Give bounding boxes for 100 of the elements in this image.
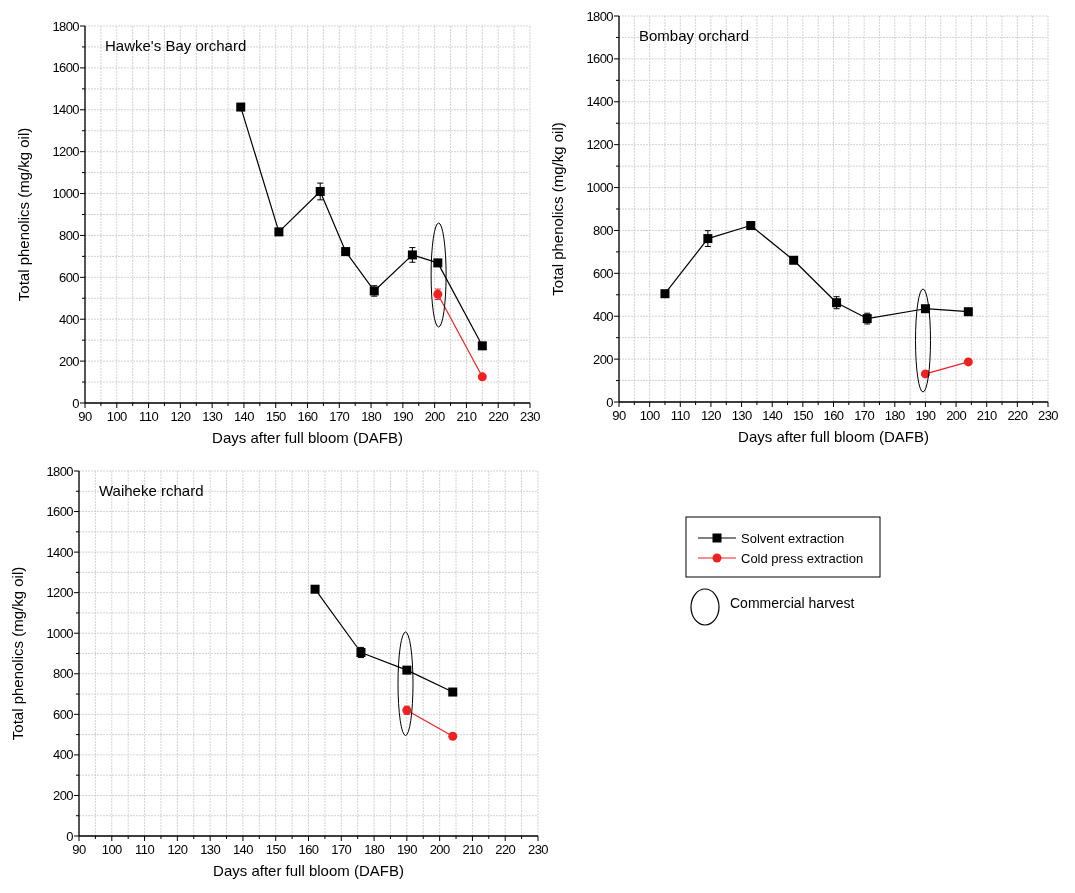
point xyxy=(477,341,487,351)
y-tick-label: 600 xyxy=(593,265,614,281)
point xyxy=(448,731,458,741)
x-tick-label: 140 xyxy=(232,842,254,857)
y-tick-label: 800 xyxy=(53,666,74,682)
x-tick-label: 150 xyxy=(265,842,287,857)
x-tick-label: 200 xyxy=(424,409,445,424)
y-tick-label: 1400 xyxy=(586,94,614,110)
x-tick-label: 210 xyxy=(462,842,483,857)
y-tick-label: 800 xyxy=(593,222,614,238)
y-tick-label: 1200 xyxy=(586,137,614,153)
y-tick-label: 0 xyxy=(72,395,80,411)
point xyxy=(477,372,487,382)
y-tick-label: 1400 xyxy=(52,102,80,118)
x-tick-label: 220 xyxy=(1007,408,1028,423)
x-axis-title: Days after full bloom (DAFB) xyxy=(738,428,929,445)
x-tick-label: 110 xyxy=(139,409,159,424)
y-tick-label: 600 xyxy=(59,269,80,285)
x-tick-label: 140 xyxy=(233,409,255,424)
y-tick-label: 1600 xyxy=(586,51,614,67)
x-tick-label: 180 xyxy=(361,409,382,424)
y-tick-label: 1000 xyxy=(586,180,614,196)
text: Hawke's Bay orchard xyxy=(105,37,247,54)
point xyxy=(402,665,412,675)
x-tick-label: 220 xyxy=(488,409,509,424)
point xyxy=(315,186,325,196)
x-axis-title: Days after full bloom (DAFB) xyxy=(213,862,404,879)
x-tick-label: 180 xyxy=(364,842,385,857)
y-tick-label: 400 xyxy=(593,308,614,324)
y-tick-label: 200 xyxy=(53,787,74,803)
x-tick-label: 190 xyxy=(915,408,936,423)
y-tick-label: 1000 xyxy=(46,625,74,641)
x-tick-label: 190 xyxy=(396,842,418,857)
x-tick-label: 110 xyxy=(670,408,691,423)
point xyxy=(963,357,973,367)
x-tick-label: 140 xyxy=(762,408,783,423)
x-tick-label: 160 xyxy=(823,408,844,423)
x-tick-label: 100 xyxy=(639,408,660,423)
point xyxy=(789,255,799,265)
text: Commercial harvest xyxy=(730,595,855,611)
point xyxy=(236,102,246,112)
y-tick-label: 1800 xyxy=(52,18,80,34)
x-tick-label: 150 xyxy=(792,408,814,423)
x-tick-label: 130 xyxy=(202,409,223,424)
x-tick-label: 200 xyxy=(946,408,967,423)
y-tick-label: 1200 xyxy=(46,585,74,601)
x-tick-label: 170 xyxy=(854,408,875,423)
y-tick-label: 1800 xyxy=(46,463,74,479)
y-axis-title: Total phenolics (mg/kg oil) xyxy=(9,566,26,741)
x-tick-label: 200 xyxy=(429,842,450,857)
point xyxy=(963,307,973,317)
x-tick-label: 160 xyxy=(298,842,319,857)
y-tick-label: 0 xyxy=(66,828,74,844)
point xyxy=(448,687,458,697)
point xyxy=(274,227,284,237)
x-tick-label: 230 xyxy=(528,842,549,857)
point xyxy=(746,221,756,231)
x-tick-label: 100 xyxy=(106,409,128,424)
point xyxy=(341,247,351,257)
y-tick-label: 1200 xyxy=(52,144,80,160)
text: Waiheke rchard xyxy=(99,482,204,499)
y-tick-label: 200 xyxy=(59,353,80,369)
y-tick-label: 1600 xyxy=(46,504,74,520)
x-tick-label: 160 xyxy=(297,409,318,424)
x-tick-label: 120 xyxy=(700,408,722,423)
x-tick-label: 190 xyxy=(392,409,414,424)
text: Bombay orchard xyxy=(639,27,750,44)
x-tick-label: 230 xyxy=(1038,408,1059,423)
x-tick-label: 210 xyxy=(976,408,998,423)
x-tick-label: 210 xyxy=(456,409,477,424)
y-tick-label: 400 xyxy=(53,747,74,763)
x-tick-label: 130 xyxy=(731,408,752,423)
x-tick-label: 150 xyxy=(265,409,287,424)
x-tick-label: 90 xyxy=(78,409,92,424)
legend-label: Solvent extraction xyxy=(741,531,845,546)
point xyxy=(703,234,713,244)
x-tick-label: 180 xyxy=(884,408,906,423)
x-tick-label: 220 xyxy=(495,842,516,857)
point xyxy=(433,258,443,268)
y-tick-label: 1600 xyxy=(52,60,80,76)
x-tick-label: 170 xyxy=(331,842,352,857)
y-axis-title: Total phenolics (mg/kg oil) xyxy=(549,122,566,296)
x-tick-label: 120 xyxy=(167,842,188,857)
x-axis-title: Days after full bloom (DAFB) xyxy=(212,429,403,446)
y-tick-label: 600 xyxy=(53,706,74,722)
x-tick-label: 120 xyxy=(170,409,191,424)
y-tick-label: 400 xyxy=(59,311,80,327)
y-tick-label: 0 xyxy=(606,394,614,410)
x-tick-label: 100 xyxy=(101,842,123,857)
x-tick-label: 230 xyxy=(520,409,541,424)
y-tick-label: 1800 xyxy=(586,8,614,24)
y-tick-label: 1400 xyxy=(46,544,74,560)
point xyxy=(660,289,670,299)
y-tick-label: 1000 xyxy=(52,186,80,202)
point xyxy=(310,584,320,594)
y-axis-title: Total phenolics (mg/kg oil) xyxy=(15,127,32,302)
legend-label: Cold press extraction xyxy=(741,551,864,566)
y-tick-label: 800 xyxy=(59,227,80,243)
x-tick-label: 110 xyxy=(135,842,155,857)
x-tick-label: 90 xyxy=(72,842,86,857)
